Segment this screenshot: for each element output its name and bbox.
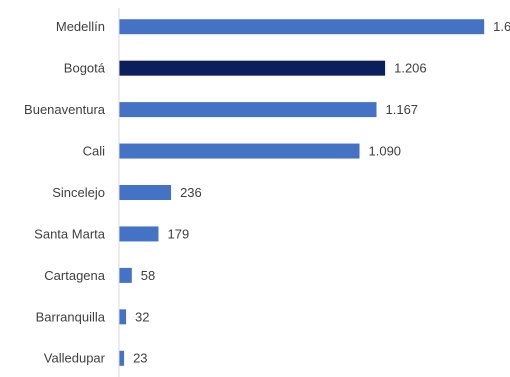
category-label: Barranquilla (36, 309, 106, 324)
category-label: Buenaventura (24, 102, 106, 117)
bar (119, 143, 360, 159)
bar (119, 226, 159, 242)
category-label: Sincelejo (52, 185, 105, 200)
category-label: Bogotá (64, 61, 106, 76)
category-label: Santa Marta (34, 226, 106, 241)
value-label: 1.167 (386, 102, 419, 117)
category-label: Medellín (56, 19, 105, 34)
value-label: 58 (141, 268, 155, 283)
bar (119, 185, 172, 200)
value-label: 1.090 (369, 143, 402, 158)
value-label: 1.655 (493, 19, 510, 34)
bar (119, 309, 127, 325)
category-label: Cartagena (44, 268, 105, 283)
value-label: 179 (167, 226, 189, 241)
bar (119, 267, 132, 283)
value-label: 32 (135, 309, 149, 324)
value-label: 23 (133, 351, 147, 366)
category-label: Cali (83, 143, 106, 158)
bar (119, 60, 386, 76)
category-label: Valledupar (44, 351, 106, 366)
bar (119, 19, 485, 35)
bar (119, 350, 125, 366)
bar (119, 102, 377, 118)
value-label: 236 (180, 185, 202, 200)
value-label: 1.206 (394, 61, 427, 76)
